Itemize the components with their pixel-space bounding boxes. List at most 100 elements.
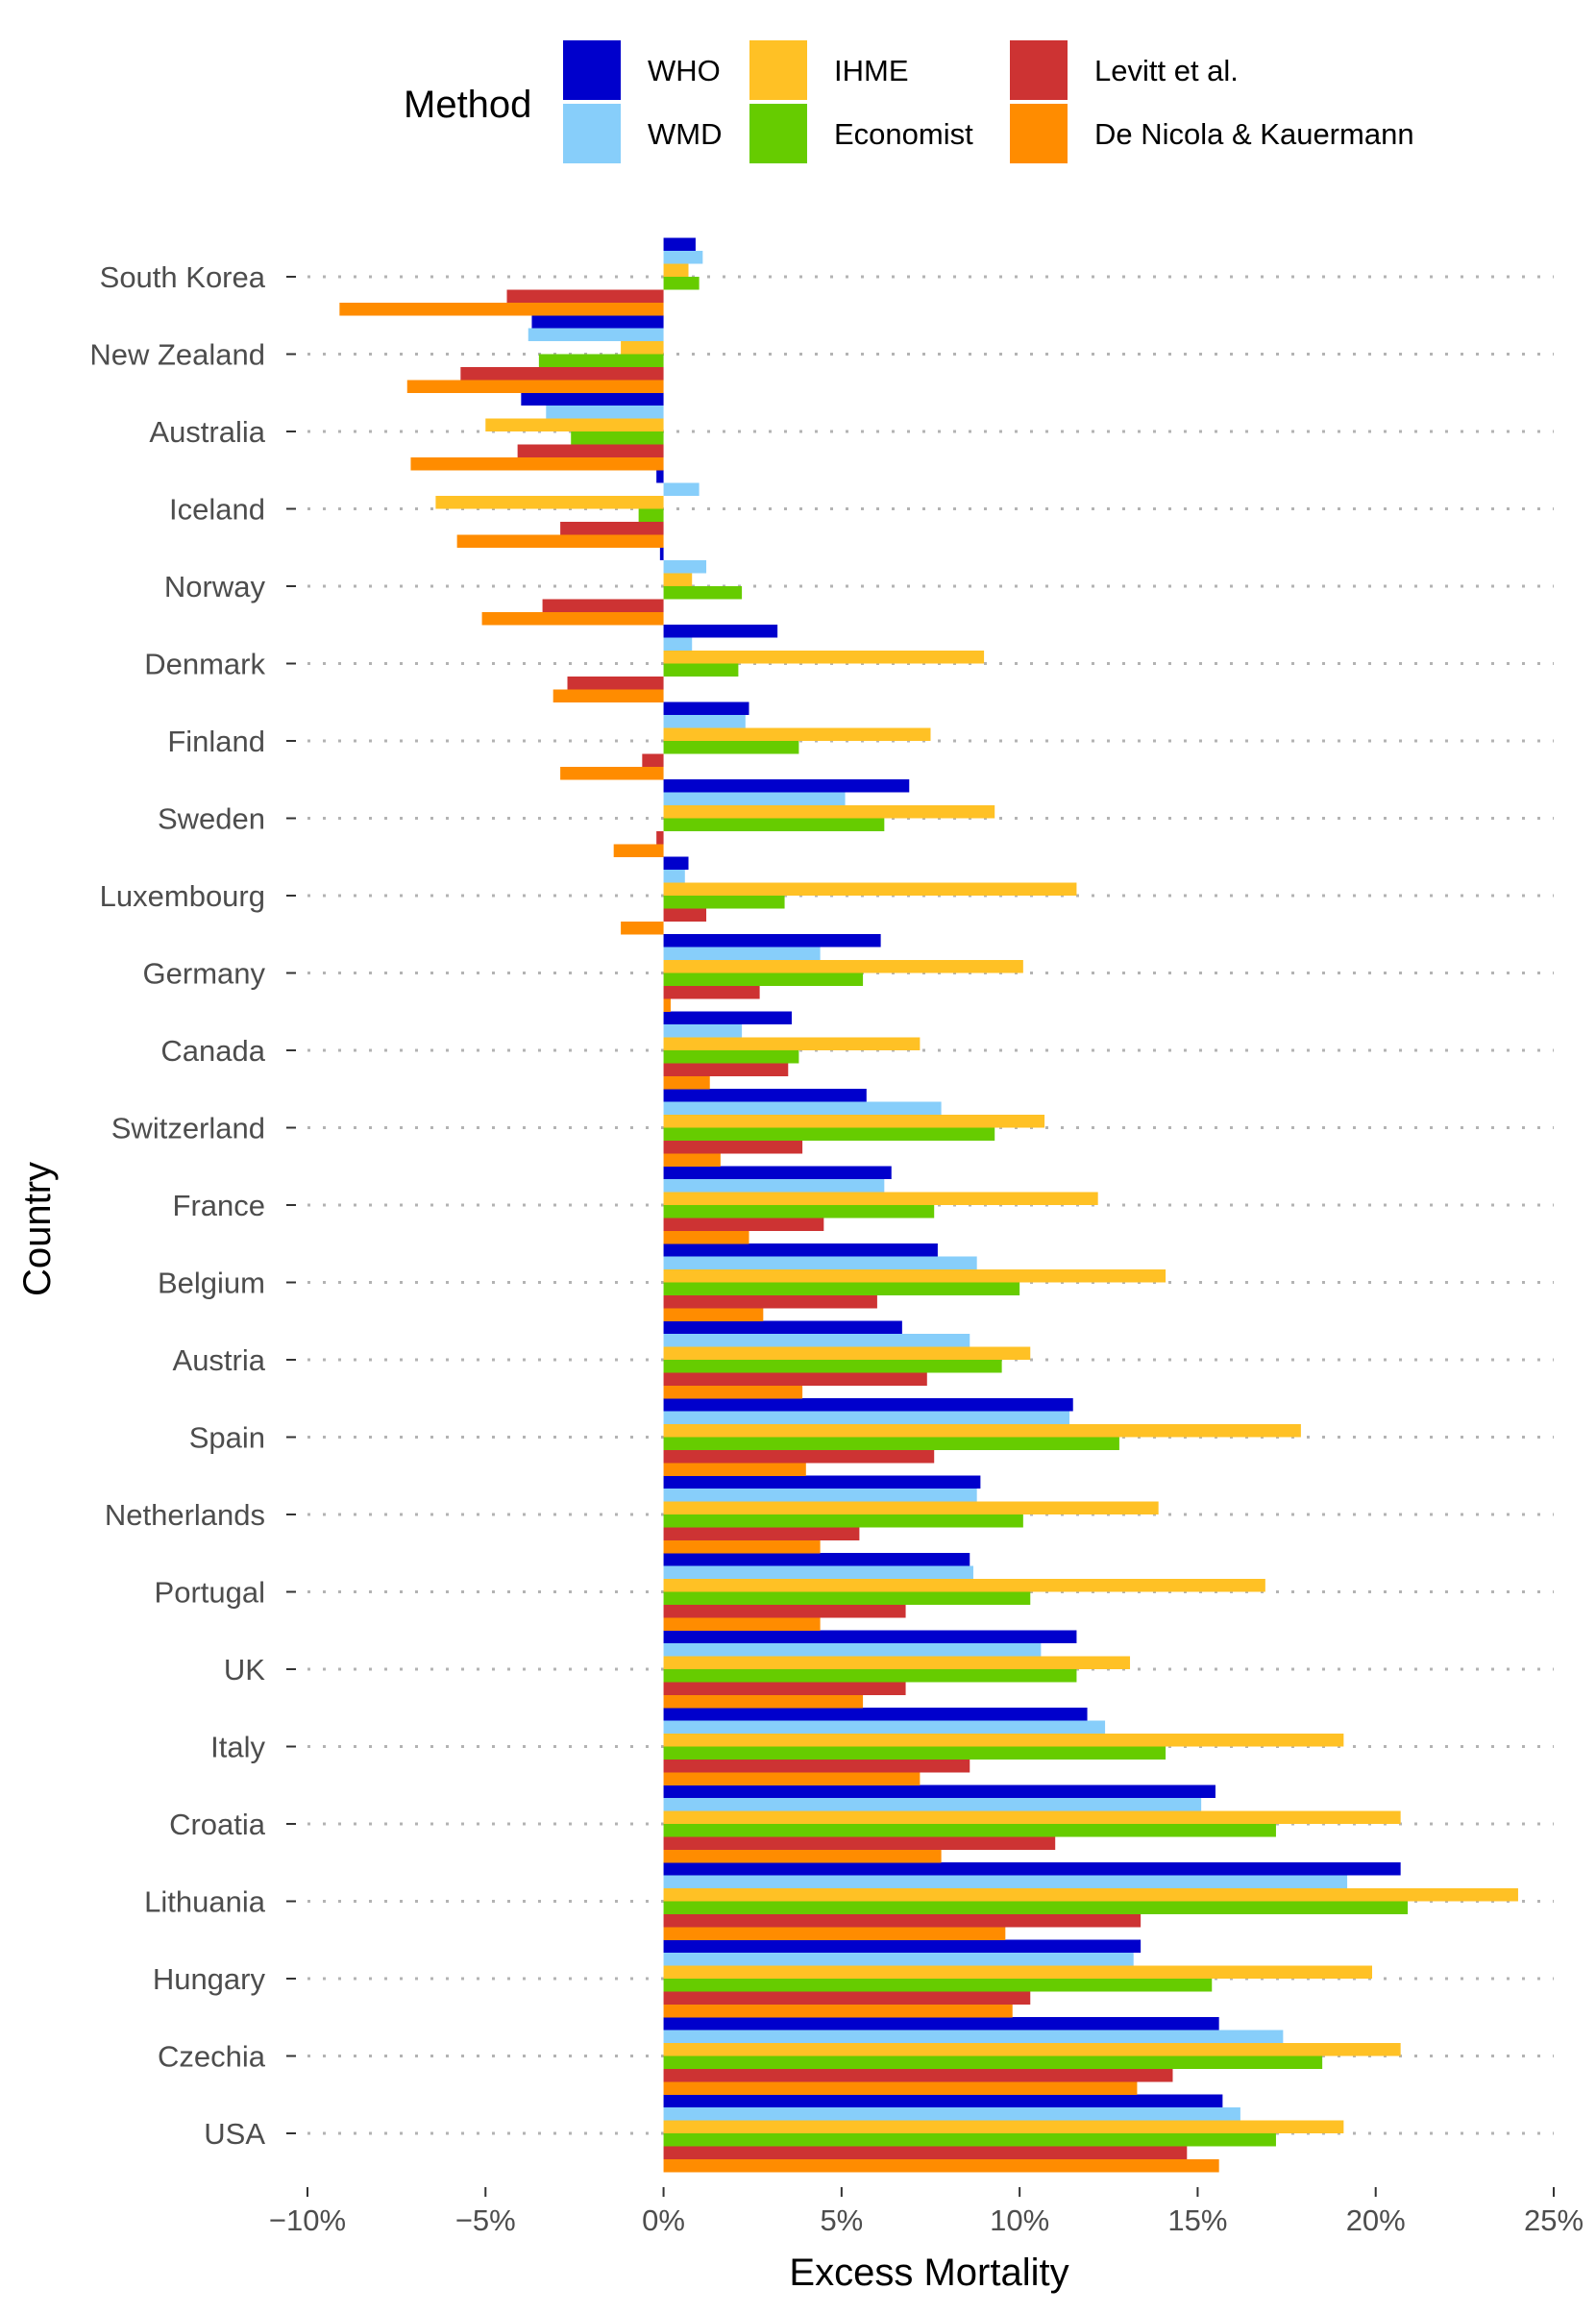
bar-who-italy (663, 1708, 1088, 1721)
bar-ihme-spain (663, 1424, 1301, 1438)
bar-de-nicola-and-kauermann-norway (481, 612, 664, 626)
bar-wmd-belgium (663, 1256, 977, 1269)
y-tick-label-switzerland: Switzerland (111, 1112, 265, 1145)
bar-who-netherlands (663, 1475, 981, 1489)
bar-economist-italy (663, 1746, 1166, 1760)
bar-economist-czechia (663, 2056, 1323, 2069)
bar-de-nicola-and-kauermann-australia (410, 457, 664, 471)
bar-economist-portugal (663, 1591, 1031, 1605)
bar-ihme-norway (663, 573, 693, 586)
bar-wmd-croatia (663, 1798, 1202, 1811)
legend-label-levitt-et-al: Levitt et al. (1094, 54, 1239, 87)
bar-ihme-south-korea (663, 263, 689, 277)
y-tick-label-italy: Italy (210, 1731, 265, 1764)
x-tick-label-5: 15% (1167, 2203, 1227, 2237)
bar-de-nicola-and-kauermann-luxembourg (621, 922, 664, 935)
bar-de-nicola-and-kauermann-finland (560, 767, 664, 780)
bar-wmd-austria (663, 1334, 970, 1347)
bar-wmd-france (663, 1179, 885, 1193)
bar-who-usa (663, 2094, 1223, 2107)
bar-ihme-switzerland (663, 1115, 1045, 1128)
legend-label-de-nicola-and-kauermann: De Nicola & Kauermann (1094, 117, 1414, 151)
bar-economist-australia (571, 431, 664, 445)
bar-economist-belgium (663, 1282, 1020, 1295)
bar-who-norway (659, 547, 664, 560)
y-tick-label-czechia: Czechia (158, 2040, 266, 2074)
legend-title: Method (404, 84, 531, 126)
bar-ihme-france (663, 1192, 1098, 1205)
y-tick-label-france: France (173, 1189, 265, 1222)
bar-de-nicola-and-kauermann-new-zealand (406, 380, 664, 393)
y-tick-label-netherlands: Netherlands (105, 1498, 265, 1532)
bar-levitt-et-al-switzerland (663, 1141, 803, 1154)
bar-who-germany (663, 934, 881, 948)
bar-de-nicola-and-kauermann-canada (663, 1076, 710, 1090)
bar-economist-switzerland (663, 1127, 995, 1141)
bar-de-nicola-and-kauermann-switzerland (663, 1153, 721, 1167)
bar-economist-south-korea (663, 277, 700, 290)
bar-wmd-denmark (663, 637, 693, 651)
y-tick-label-germany: Germany (143, 957, 266, 991)
bar-wmd-italy (663, 1720, 1106, 1734)
bar-wmd-usa (663, 2107, 1240, 2121)
bar-levitt-et-al-finland (642, 753, 664, 767)
bar-de-nicola-and-kauermann-belgium (663, 1308, 764, 1321)
legend-key-levitt-et-al (1010, 40, 1068, 100)
bar-wmd-norway (663, 560, 707, 574)
bar-levitt-et-al-uk (663, 1682, 906, 1695)
bar-who-iceland (656, 470, 664, 483)
bar-who-denmark (663, 625, 778, 638)
y-tick-label-spain: Spain (189, 1421, 265, 1455)
legend-label-ihme: IHME (834, 54, 909, 87)
bar-who-sweden (663, 779, 910, 793)
bar-de-nicola-and-kauermann-france (663, 1231, 749, 1244)
bar-economist-lithuania (663, 1901, 1409, 1914)
legend-label-wmd: WMD (648, 117, 722, 151)
bar-wmd-canada (663, 1024, 743, 1038)
bar-levitt-et-al-germany (663, 986, 760, 999)
bar-levitt-et-al-belgium (663, 1295, 877, 1309)
legend: Method WHO WMD IHME Economist Levitt et al. D… (404, 40, 1414, 163)
bar-economist-france (663, 1205, 935, 1219)
bar-economist-new-zealand (538, 354, 664, 367)
bar-ihme-australia (485, 418, 664, 431)
bar-who-south-korea (663, 237, 696, 251)
bar-de-nicola-and-kauermann-hungary (663, 2005, 1013, 2018)
y-tick-label-canada: Canada (160, 1034, 265, 1068)
bar-wmd-luxembourg (663, 870, 685, 883)
bar-who-australia (521, 392, 664, 406)
bar-wmd-spain (663, 1411, 1070, 1424)
bar-economist-germany (663, 972, 864, 986)
bar-levitt-et-al-czechia (663, 2069, 1173, 2082)
bar-who-czechia (663, 2017, 1219, 2031)
y-axis: South Korea New Zealand Australia Iceland No… (89, 260, 296, 2151)
x-tick-label-3: 5% (820, 2203, 863, 2237)
bar-economist-austria (663, 1360, 1002, 1373)
legend-key-economist (749, 104, 807, 163)
x-tick-label-1: −5% (455, 2203, 516, 2237)
bar-ihme-luxembourg (663, 882, 1077, 896)
bar-ihme-usa (663, 2120, 1344, 2133)
bar-ihme-denmark (663, 651, 985, 664)
bar-de-nicola-and-kauermann-germany (663, 998, 671, 1012)
y-tick-label-luxembourg: Luxembourg (100, 879, 265, 913)
y-tick-label-denmark: Denmark (144, 648, 265, 681)
bar-wmd-south-korea (663, 251, 703, 264)
y-tick-label-croatia: Croatia (169, 1808, 266, 1841)
y-tick-label-australia: Australia (149, 415, 265, 449)
bar-wmd-hungary (663, 1953, 1134, 1966)
bar-levitt-et-al-hungary (663, 1991, 1031, 2005)
y-tick-label-south-korea: South Korea (100, 260, 266, 294)
bar-levitt-et-al-netherlands (663, 1527, 860, 1540)
bar-economist-uk (663, 1669, 1077, 1683)
legend-key-wmd (563, 104, 621, 163)
y-tick-label-norway: Norway (164, 570, 266, 603)
bar-ihme-hungary (663, 1965, 1373, 1979)
bar-who-new-zealand (531, 315, 664, 329)
x-tick-label-2: 0% (642, 2203, 685, 2237)
legend-key-de-nicola-and-kauermann (1010, 104, 1068, 163)
bar-levitt-et-al-luxembourg (663, 908, 707, 922)
y-tick-label-usa: USA (204, 2117, 265, 2151)
bar-economist-croatia (663, 1824, 1276, 1837)
bar-de-nicola-and-kauermann-usa (663, 2159, 1219, 2173)
